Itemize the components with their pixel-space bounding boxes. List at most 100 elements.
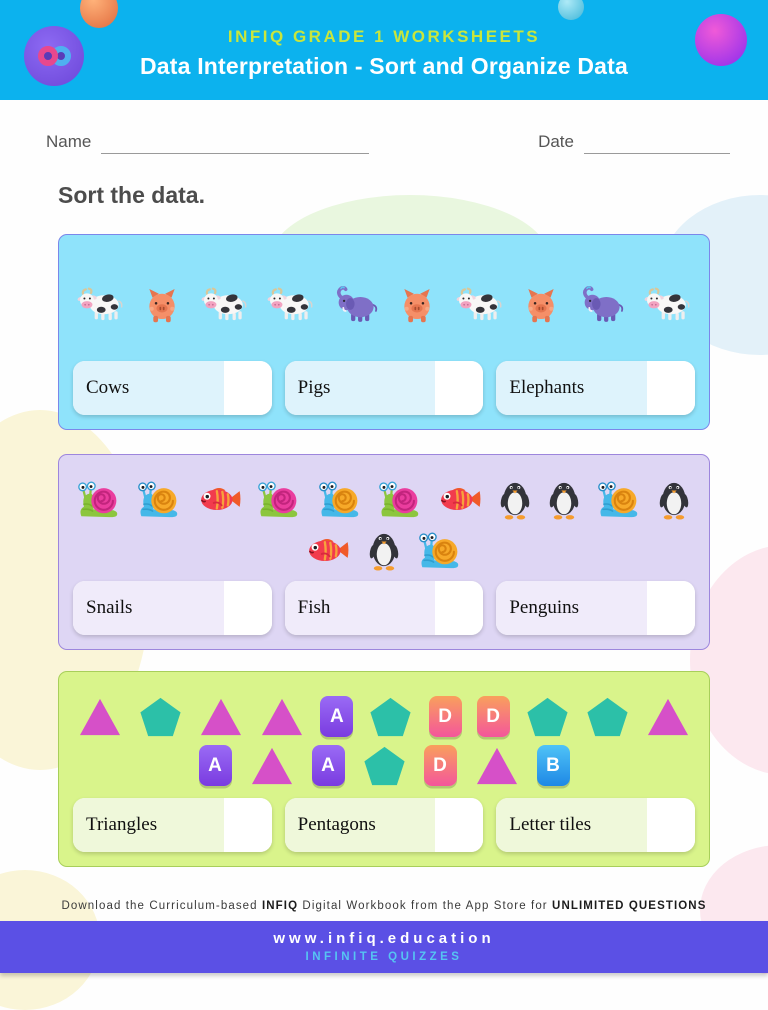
letter-d-tile-icon: D [423, 745, 457, 786]
decor-ball-cyan [558, 0, 584, 20]
name-line[interactable] [101, 134, 370, 154]
cow-icon [456, 285, 503, 323]
pig-icon [398, 285, 436, 323]
answer-slot-fish[interactable] [435, 581, 484, 635]
fish-icon [438, 481, 482, 517]
snail-pink-icon [257, 477, 302, 521]
pig-icon [143, 285, 181, 323]
snail-orange-icon [137, 477, 182, 521]
instruction-heading: Sort the data. [58, 182, 205, 208]
triangle-icon [474, 745, 520, 787]
letter-d-tile-icon: D [476, 696, 510, 737]
download-note-emphasis: UNLIMITED QUESTIONS [552, 900, 707, 912]
date-field: Date [538, 132, 730, 154]
page-title: Data Interpretation - Sort and Organize … [139, 53, 629, 79]
answer-box-penguins: Penguins [496, 581, 696, 635]
icon-row [73, 476, 695, 522]
elephant-icon [334, 284, 379, 324]
answer-slot-pigs[interactable] [435, 361, 484, 415]
pig-icon [522, 285, 560, 323]
pentagon-icon [368, 696, 413, 738]
answer-label-letter-tiles: Letter tiles [496, 798, 648, 852]
snail-orange-icon [318, 477, 363, 521]
cow-icon [267, 285, 314, 323]
elephant-icon [580, 284, 625, 324]
name-date-row: Name Date [46, 132, 730, 154]
penguin-icon [547, 476, 581, 522]
letter-d-tile-icon: D [428, 696, 462, 737]
answer-box-fish: Fish [284, 581, 484, 635]
answer-box-triangles: Triangles [73, 798, 272, 852]
answer-box-pentagons: Pentagons [284, 798, 484, 852]
penguin-icon [657, 476, 691, 522]
snail-pink-icon [378, 477, 423, 521]
answer-slot-triangles[interactable] [223, 798, 272, 852]
header-bar: INFIQ GRADE 1 WORKSHEETS Data Interpreta… [0, 0, 768, 100]
download-note: Download the Curriculum-based INFIQ Digi… [0, 900, 768, 912]
answer-label-elephants: Elephants [496, 361, 648, 415]
decor-ball-magenta [695, 14, 747, 66]
pentagon-icon [138, 696, 183, 738]
answer-label-cows: Cows [73, 361, 224, 415]
answer-box-snails: Snails [73, 581, 272, 635]
date-label: Date [538, 132, 574, 151]
answer-label-pentagons: Pentagons [284, 798, 436, 852]
snail-pink-icon [77, 477, 122, 521]
triangle-icon [259, 696, 305, 738]
answer-slot-letter-tiles[interactable] [647, 798, 696, 852]
triangle-icon [198, 696, 244, 738]
answer-row: Triangles Pentagons Letter tiles [73, 798, 696, 852]
date-line[interactable] [584, 134, 730, 154]
answer-label-pigs: Pigs [284, 361, 436, 415]
answer-slot-penguins[interactable] [647, 581, 696, 635]
answer-label-penguins: Penguins [496, 581, 648, 635]
answer-box-letter-tiles: Letter tiles [496, 798, 696, 852]
pentagon-icon [525, 696, 570, 738]
icon-row [73, 282, 695, 326]
penguin-icon [367, 527, 401, 573]
pentagon-icon [585, 696, 630, 738]
triangle-icon [77, 696, 123, 738]
answer-label-snails: Snails [73, 581, 224, 635]
panel-farm-animals: Cows Pigs Elephants [58, 234, 710, 430]
snail-orange-icon [597, 477, 642, 521]
pentagon-icon [362, 745, 407, 787]
panel-mixed-animals: Snails Fish Penguins [58, 454, 710, 650]
infiq-logo [24, 26, 84, 86]
penguin-icon [498, 476, 532, 522]
answer-slot-snails[interactable] [223, 581, 272, 635]
worksheet-kicker: INFIQ GRADE 1 WORKSHEETS [227, 27, 541, 46]
answer-box-pigs: Pigs [284, 361, 484, 415]
answer-label-triangles: Triangles [73, 798, 224, 852]
letter-a-tile-icon: A [198, 745, 232, 786]
letter-b-tile-icon: B [536, 745, 570, 786]
download-note-text: Download the Curriculum-based [61, 900, 262, 912]
decor-ball-orange [80, 0, 118, 28]
footer-tagline: INFINITE QUIZZES [305, 951, 463, 963]
website-url[interactable]: www.infiq.education [273, 930, 495, 947]
fish-icon [198, 481, 242, 517]
triangle-icon [645, 696, 691, 738]
name-field: Name [46, 132, 370, 154]
name-label: Name [46, 132, 92, 151]
download-note-text: Digital Workbook from the App Store for [298, 900, 553, 912]
triangle-icon [249, 745, 295, 787]
letter-a-tile-icon: A [311, 745, 345, 786]
answer-row: Snails Fish Penguins [73, 581, 696, 635]
cow-icon [201, 285, 248, 323]
footer-bar: www.infiq.education INFINITE QUIZZES [0, 921, 768, 973]
cow-icon [644, 285, 691, 323]
snail-orange-icon [418, 528, 463, 572]
cow-icon [77, 285, 124, 323]
answer-slot-pentagons[interactable] [435, 798, 484, 852]
fish-icon [306, 532, 350, 568]
answer-slot-elephants[interactable] [647, 361, 696, 415]
answer-slot-cows[interactable] [223, 361, 272, 415]
answer-box-cows: Cows [73, 361, 272, 415]
answer-label-fish: Fish [284, 581, 436, 635]
logo-ring-pink-icon [37, 46, 58, 66]
brand-name: INFIQ [261, 900, 299, 912]
